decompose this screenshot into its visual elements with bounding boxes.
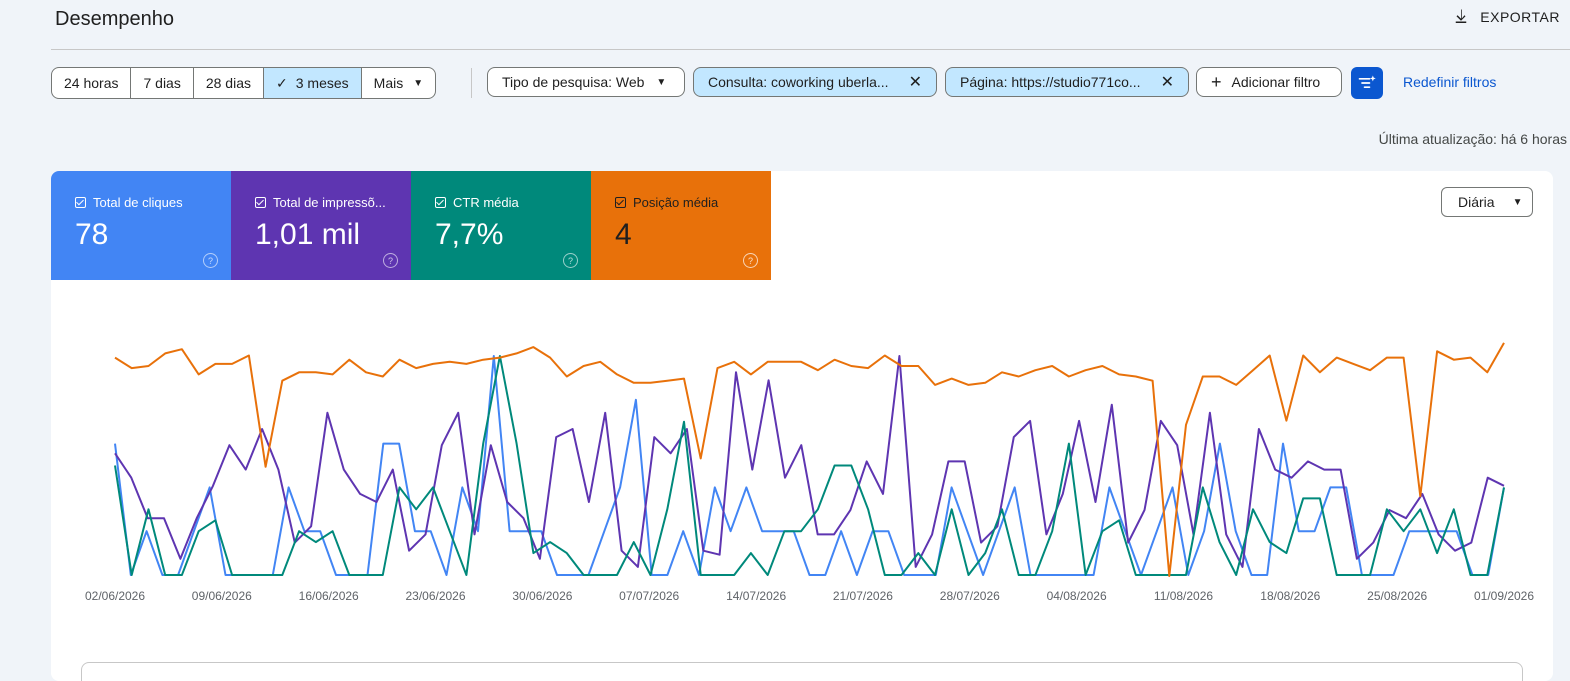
caret-down-icon: ▼	[656, 76, 667, 88]
reset-filters-link[interactable]: Redefinir filtros	[1403, 74, 1497, 90]
performance-card: Total de cliques 78 ? Total de impressõ.…	[51, 171, 1553, 681]
metric-value: 7,7%	[435, 218, 504, 251]
plus-icon: +	[1211, 72, 1222, 92]
help-icon[interactable]: ?	[743, 253, 758, 268]
x-tick-label: 04/08/2026	[1047, 589, 1107, 603]
results-panel-edge	[81, 662, 1523, 681]
granularity-dropdown[interactable]: Diária ▼	[1441, 187, 1533, 217]
x-tick-label: 23/06/2026	[405, 589, 465, 603]
caret-down-icon: ▼	[413, 77, 424, 89]
x-tick-label: 11/08/2026	[1154, 589, 1213, 603]
x-tick-label: 25/08/2026	[1367, 589, 1427, 603]
range-more[interactable]: Mais ▼	[373, 75, 424, 91]
x-tick-label: 14/07/2026	[726, 589, 786, 603]
metric-value: 78	[75, 218, 109, 251]
close-icon[interactable]: ✕	[1160, 74, 1174, 91]
metric-average-position[interactable]: Posição média 4 ?	[591, 171, 771, 280]
check-icon: ✓	[276, 74, 288, 91]
metric-total-clicks[interactable]: Total de cliques 78 ?	[51, 171, 231, 280]
x-tick-label: 02/06/2026	[85, 589, 145, 603]
add-filter-button[interactable]: + Adicionar filtro	[1196, 67, 1342, 97]
metric-value: 1,01 mil	[255, 218, 361, 251]
metric-average-ctr[interactable]: CTR média 7,7% ?	[411, 171, 591, 280]
range-3m[interactable]: ✓ 3 meses	[264, 68, 362, 98]
checkbox-icon[interactable]	[435, 197, 446, 208]
metric-value: 4	[615, 218, 632, 251]
series-line-4	[114, 342, 1505, 577]
x-tick-label: 18/08/2026	[1260, 589, 1320, 603]
filter-options-button[interactable]	[1351, 67, 1383, 99]
filter-divider	[471, 68, 472, 98]
range-7d[interactable]: 7 dias	[131, 68, 194, 98]
page-title: Desempenho	[55, 8, 174, 30]
caret-down-icon: ▼	[1512, 196, 1523, 208]
search-type-filter[interactable]: Tipo de pesquisa: Web ▼	[487, 67, 685, 97]
help-icon[interactable]: ?	[383, 253, 398, 268]
series-line-3	[114, 355, 1505, 576]
range-28d[interactable]: 28 dias	[194, 68, 264, 98]
checkbox-icon[interactable]	[255, 197, 266, 208]
query-filter-chip[interactable]: Consulta: coworking uberla... ✕	[693, 67, 937, 97]
performance-chart: 02/06/2026 09/06/2026 16/06/2026 23/06/2026…	[85, 342, 1534, 603]
x-tick-label: 21/07/2026	[833, 589, 893, 603]
help-icon[interactable]: ?	[563, 253, 578, 268]
export-button[interactable]: EXPORTAR	[1452, 8, 1560, 26]
series-line-1	[114, 355, 1505, 576]
header-divider	[51, 49, 1570, 50]
close-icon[interactable]: ✕	[908, 74, 922, 91]
page-filter-chip[interactable]: Página: https://studio771co... ✕	[945, 67, 1189, 97]
export-label: EXPORTAR	[1480, 9, 1560, 25]
help-icon[interactable]: ?	[203, 253, 218, 268]
x-tick-label: 01/09/2026	[1474, 589, 1534, 603]
x-tick-label: 07/07/2026	[619, 589, 679, 603]
metric-total-impressions[interactable]: Total de impressõ... 1,01 mil ?	[231, 171, 411, 280]
checkbox-icon[interactable]	[615, 197, 626, 208]
checkbox-icon[interactable]	[75, 197, 86, 208]
range-24h[interactable]: 24 horas	[52, 68, 132, 98]
last-update-text: Última atualização: há 6 horas	[1378, 131, 1567, 147]
download-icon	[1456, 9, 1467, 23]
x-tick-label: 09/06/2026	[192, 589, 252, 603]
x-tick-label: 30/06/2026	[512, 589, 572, 603]
x-tick-label: 16/06/2026	[299, 589, 359, 603]
date-range-selector: 24 horas 7 dias 28 dias ✓ 3 meses Mais ▼	[51, 67, 437, 99]
x-tick-label: 28/07/2026	[940, 589, 1000, 603]
filter-sparkle-icon	[1358, 75, 1376, 88]
series-line-2	[114, 355, 1505, 568]
